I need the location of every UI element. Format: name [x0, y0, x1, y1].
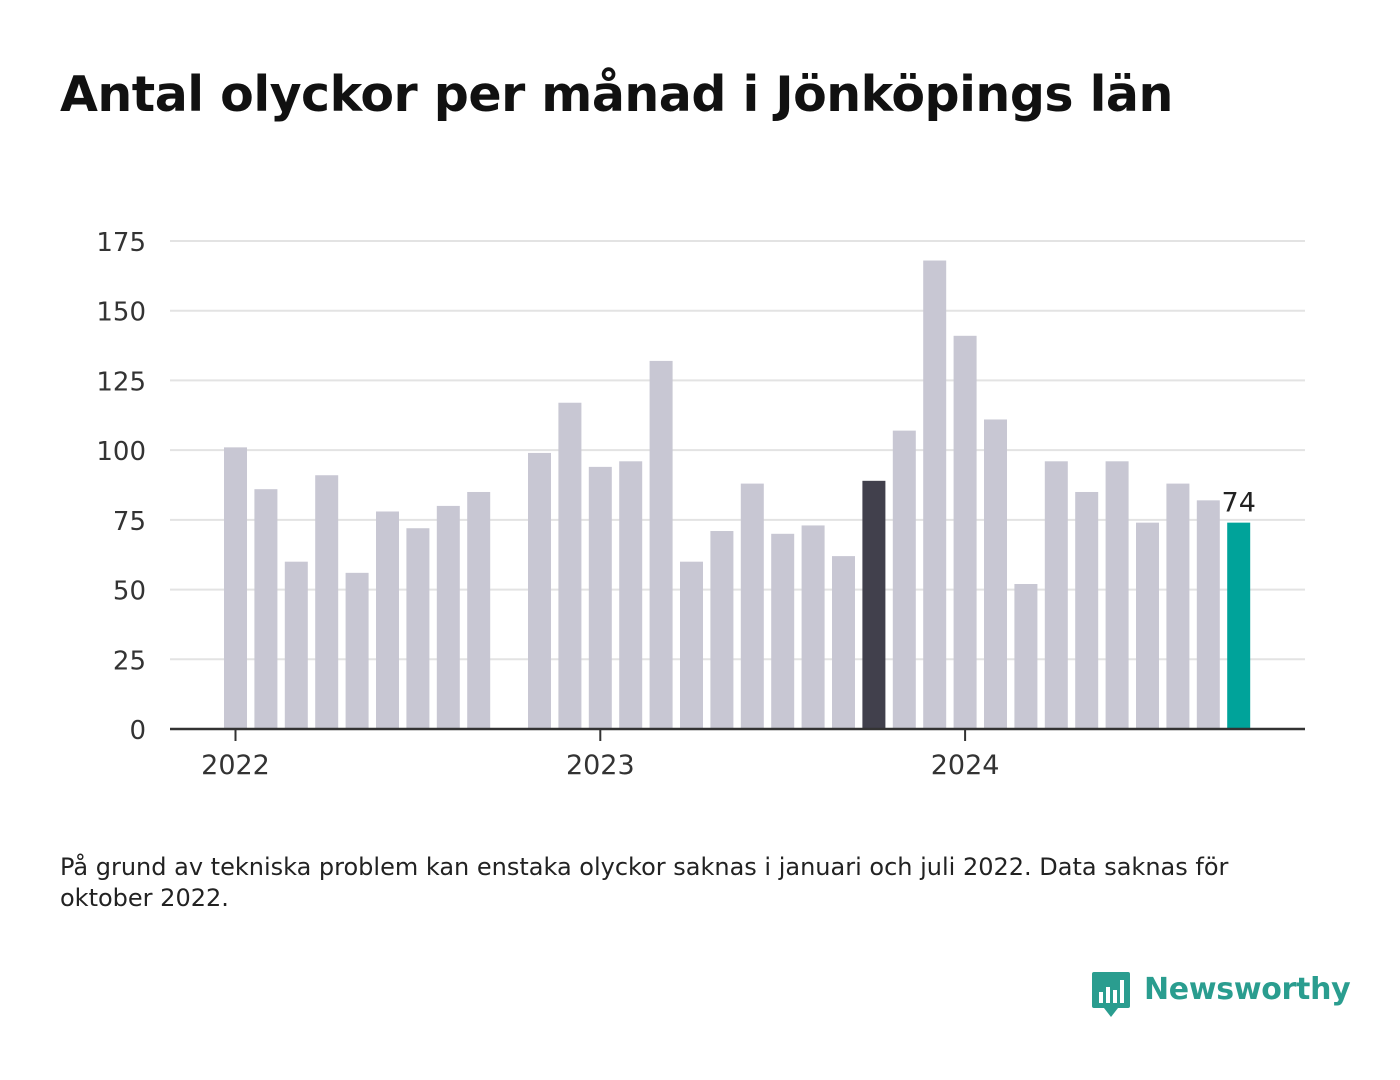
- bar-2024-04: [1044, 461, 1068, 729]
- bar-2023-10: [862, 480, 886, 729]
- bar-2022-08: [436, 505, 460, 729]
- y-tick-label: 150: [96, 298, 146, 328]
- bar-2023-05: [710, 531, 734, 729]
- bar-2022-02: [254, 489, 278, 729]
- y-tick-label: 25: [113, 646, 146, 676]
- bar-2024-01: [953, 335, 977, 729]
- chart-title: Antal olyckor per månad i Jönköpings län: [60, 66, 1173, 123]
- bar-2024-07: [1136, 522, 1159, 729]
- y-tick-label: 50: [113, 577, 146, 607]
- bar-2024-05: [1075, 491, 1099, 729]
- bar-2023-07: [771, 533, 795, 729]
- y-tick-label: 175: [96, 228, 146, 258]
- brand-name: Newsworthy: [1144, 972, 1351, 1007]
- bar-2024-09: [1196, 500, 1220, 729]
- x-axis-ticks: 2022 2023 2024: [201, 729, 999, 781]
- bar-2024-08: [1166, 483, 1190, 729]
- bar-2022-07: [406, 528, 430, 729]
- bar-2023-04: [680, 561, 703, 729]
- x-tick-label: 2022: [201, 750, 270, 781]
- bar-2022-05: [345, 572, 369, 729]
- bar-2022-04: [315, 475, 339, 729]
- latest-value-label: 74: [1222, 488, 1256, 519]
- footnote: På grund av tekniska problem kan enstaka…: [60, 853, 1229, 912]
- bar-2024-10: [1227, 522, 1251, 729]
- gridlines: [170, 240, 1305, 661]
- bar-2023-01: [588, 466, 612, 729]
- bar-2023-08: [801, 525, 825, 729]
- y-axis-ticks: 0 25 50 75 100 125 150 175: [96, 228, 146, 746]
- brand-logo[interactable]: Newsworthy: [1090, 970, 1351, 1022]
- bars: [224, 260, 1251, 729]
- y-tick-label: 75: [113, 507, 146, 537]
- y-tick-label: 125: [96, 367, 146, 397]
- bar-chart: 0 25 50 75 100 125 150 175 2022 2023 2024 74: [96, 228, 1305, 781]
- bar-2023-02: [619, 461, 643, 729]
- bar-2022-03: [284, 561, 308, 729]
- bar-2023-09: [832, 556, 855, 729]
- bar-2022-06: [376, 511, 399, 729]
- y-tick-label: 100: [96, 437, 146, 467]
- y-tick-label: 0: [129, 716, 146, 746]
- bar-2023-12: [923, 260, 947, 729]
- bar-2024-02: [984, 419, 1007, 729]
- bar-2022-01: [224, 447, 247, 729]
- bar-2022-09: [467, 491, 491, 729]
- bar-2024-06: [1105, 461, 1129, 729]
- bar-chart-logo-icon: [1092, 972, 1130, 1017]
- bar-2022-12: [558, 402, 582, 729]
- bar-2023-06: [740, 483, 764, 729]
- x-tick-label: 2024: [931, 750, 1000, 781]
- bar-2024-03: [1014, 583, 1038, 729]
- x-tick-label: 2023: [566, 750, 635, 781]
- bar-2023-11: [892, 430, 916, 729]
- data-labels: 74: [1222, 488, 1256, 519]
- bar-2022-11: [528, 452, 551, 729]
- bar-2023-03: [649, 360, 673, 729]
